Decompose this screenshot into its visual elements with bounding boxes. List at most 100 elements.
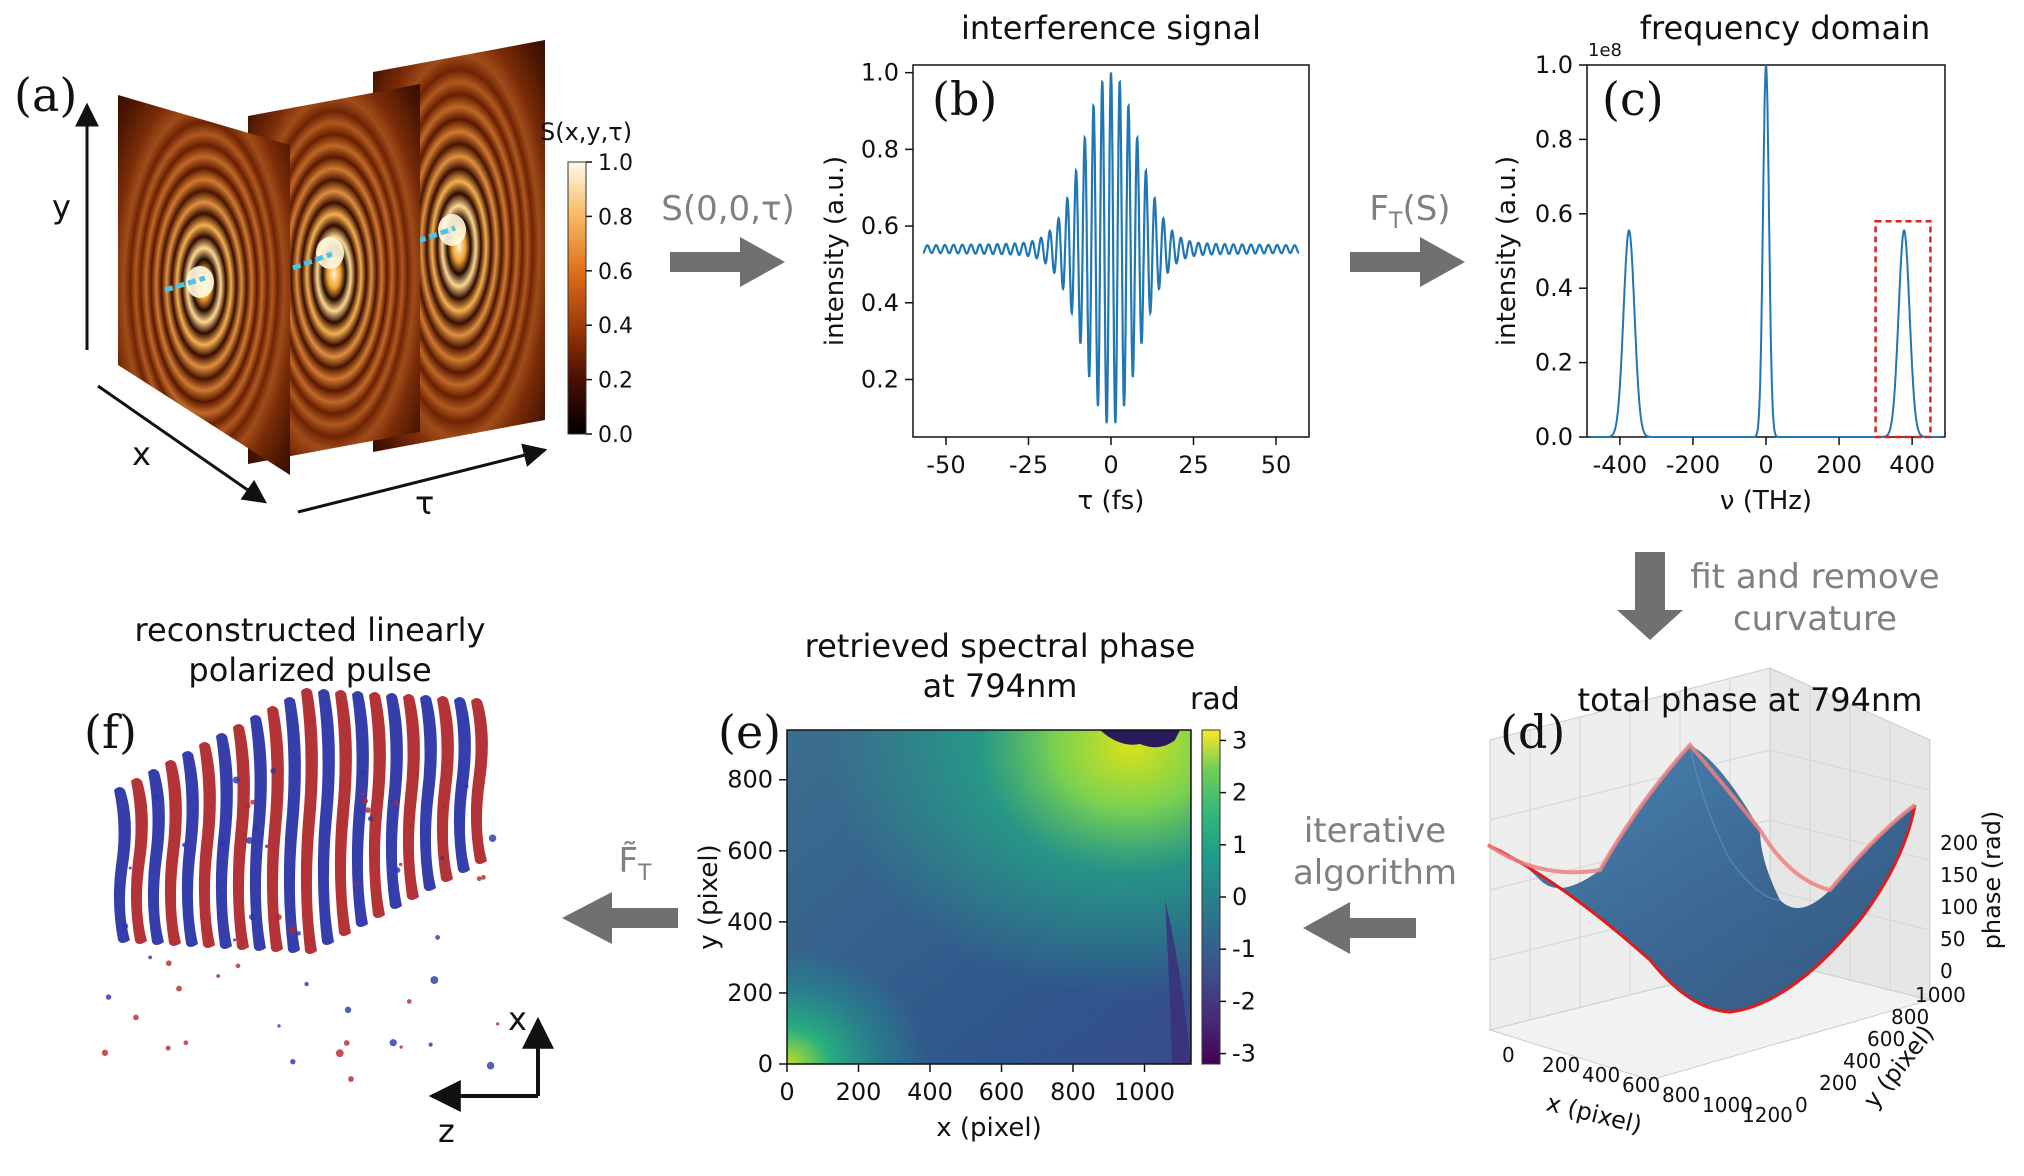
x-axis-label: τ (fs) [1078,486,1145,516]
panel-e-title-line2: at 794nm [780,666,1220,706]
step-e-to-f-sub: T [638,861,651,886]
y-tick-label: 0.4 [861,289,899,317]
pulse-speckle [270,768,276,774]
blue-wavefront [216,733,233,949]
red-wavefront [165,760,182,946]
step-d-to-e-line1: iterative [1290,810,1460,852]
pulse-speckle [345,1007,351,1013]
pulse-speckle [166,960,172,966]
pulse-speckle [435,935,440,940]
y-tick-label: 0.2 [861,365,899,393]
d-x-tick-label: 800 [1662,1083,1700,1107]
colorbar-tick-label: 0.6 [598,260,633,285]
y-tick-label: 600 [727,837,773,865]
pulse-speckle [399,863,402,866]
y-axis-label: intensity (a.u.) [820,156,850,346]
pulse-speckle [430,976,438,984]
f-z-axis-label: z [438,1112,455,1150]
x-tick-label: 400 [907,1078,953,1106]
chart-c: -400 -200 0 200 400 0.0 0.2 0.4 0.6 0.8 1.0 ν (THz)… [1492,51,1945,516]
arrow-c-to-d [1617,552,1683,640]
arrow-a-to-b [670,237,785,287]
colorbar-a-ticks: 1.00.80.60.40.20.0 [586,151,633,448]
d-y-tick-label: 1000 [1915,983,1966,1007]
colorbar-tick-label: 1 [1232,831,1247,859]
step-c-to-d-line2: curvature [1685,598,1945,640]
panel-c-offset: 1e8 [1588,40,1622,61]
x-tick-label: 800 [1050,1078,1096,1106]
panel-e-title: retrieved spectral phase at 794nm [780,626,1220,706]
panel-e-title-line1: retrieved spectral phase [780,626,1220,666]
x-tick-label: -200 [1666,451,1720,479]
blue-wavefront [318,689,335,945]
pulse-speckle [246,837,253,844]
x-tick-label: 200 [1816,451,1862,479]
arrow-d-to-e [1303,902,1416,954]
d-z-tick-label: 200 [1940,831,1978,855]
pulse-speckle [344,1040,350,1046]
colorbar-tick-label: 0.4 [598,314,633,339]
step-b-to-c: FT(S) [1360,188,1460,243]
blue-wavefront [454,697,471,873]
y-axis-label: intensity (a.u.) [1492,156,1522,346]
colorbar-tick-label: 0.8 [598,205,633,230]
y-axis-label: y (pixel) [694,844,724,949]
pulse-speckle [290,1059,295,1064]
step-b-to-c-sub: T [1389,209,1402,234]
panel-f-title-line2: polarized pulse [100,650,520,690]
step-e-to-f: F̃T [610,840,660,895]
red-wavefront [267,706,284,952]
pulse-speckle [129,866,132,869]
red-wavefront [131,778,148,944]
x-tick-label: 50 [1261,451,1292,479]
pulse-speckle [443,805,447,809]
arrow-e-to-f [562,892,678,944]
colorbar-tick-label: 0.0 [598,423,633,448]
pulse-speckle [496,1022,499,1025]
x-tick-label: 0 [1758,451,1773,479]
pulse-speckle [154,794,159,799]
red-wavefront [335,690,352,936]
pulse-speckle [166,1046,171,1051]
hot-colorbar [568,162,586,434]
pulse-speckle [429,1043,433,1047]
pulse-speckle [277,1024,280,1027]
x-tick-label: -25 [1009,451,1048,479]
blue-wavefront [284,697,301,953]
y-tick-label: 0.6 [861,212,899,240]
pulse-speckle [249,914,255,920]
blue-wavefront [114,787,131,943]
d-y-tick-label: 0 [1795,1093,1808,1117]
y-tick-label: 1.0 [1535,51,1573,79]
red-wavefront [369,692,386,918]
pulse-speckle [487,1062,495,1070]
x-tick-label: 200 [836,1078,882,1106]
pulse-speckle [365,807,371,813]
panel-d-title: total phase at 794nm [1540,680,1960,720]
d-x-tick-label: 1200 [1742,1103,1793,1127]
pulse-speckle [216,974,220,978]
pulse-speckle [464,784,468,788]
x-tick-label: -50 [926,451,965,479]
d-z-tick-label: 100 [1940,895,1978,919]
x-tick-label: 25 [1178,451,1209,479]
viridis-colorbar [1202,730,1220,1064]
pulse-speckle [133,1015,139,1021]
pulse-speckle [250,800,255,805]
pulse-speckle [360,770,366,776]
pulse-speckle [390,1039,397,1046]
red-wavefront [403,694,420,900]
pulse-speckle [183,1040,188,1045]
a-x-axis-label: x [132,435,151,473]
colorbar-tick-label: 3 [1232,726,1247,754]
panel-f-label: (f) [84,705,137,759]
x-tick-label: 600 [979,1078,1025,1106]
panel-c-title: frequency domain [1587,8,1983,48]
y-tick-label: 0 [758,1050,773,1078]
pulse-speckle [311,939,314,942]
y-tick-label: 0.2 [1535,349,1573,377]
panel-b-title: interference signal [913,8,1309,48]
step-c-to-d: fit and remove curvature [1685,556,1945,640]
pulse-speckle [362,798,368,804]
y-tick-label: 800 [727,766,773,794]
